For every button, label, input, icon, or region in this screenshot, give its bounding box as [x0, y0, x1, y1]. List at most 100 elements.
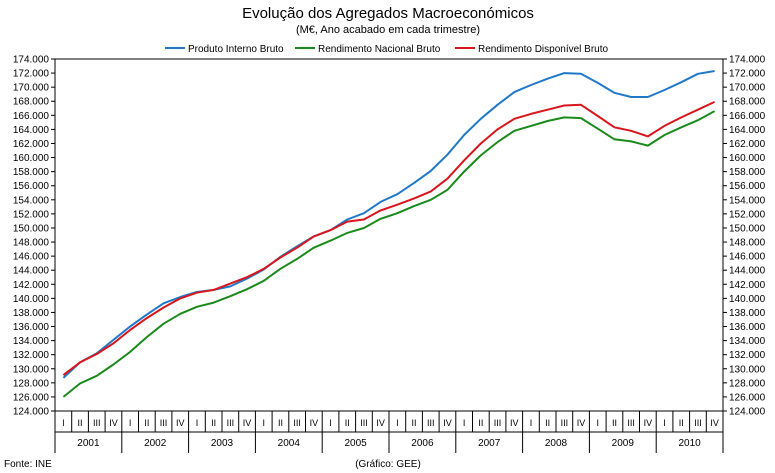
year-label: 2006 [411, 438, 434, 449]
y-tick-label-right: 162.000 [729, 139, 766, 150]
y-tick-label-left: 172.000 [13, 69, 50, 80]
series-lines [62, 70, 716, 398]
quarter-label: III [694, 418, 702, 428]
quarter-label: IV [710, 418, 719, 428]
y-tick-label-right: 136.000 [729, 322, 766, 333]
y-tick-label-left: 142.000 [13, 280, 50, 291]
y-tick-label-right: 134.000 [729, 336, 766, 347]
y-tick-label-left: 156.000 [13, 181, 50, 192]
year-label: 2009 [612, 438, 635, 449]
series-line-rnb [62, 110, 716, 398]
y-tick-label-left: 150.000 [13, 223, 50, 234]
y-tick-label-right: 156.000 [729, 181, 766, 192]
y-axis-left: 124.000 126.000 128.000 130.000 132.000 134.0… [13, 55, 55, 418]
y-tick-label-left: 174.000 [13, 55, 50, 66]
year-label: 2002 [144, 438, 167, 449]
y-tick-label-left: 126.000 [13, 392, 50, 403]
y-tick-label-right: 128.000 [729, 378, 766, 389]
y-tick-label-left: 162.000 [13, 139, 50, 150]
year-label: 2004 [278, 438, 301, 449]
year-label: 2001 [77, 438, 100, 449]
year-label: 2003 [211, 438, 234, 449]
y-tick-label-right: 146.000 [729, 252, 766, 263]
quarter-label: IV [644, 418, 653, 428]
y-tick-label-right: 170.000 [729, 83, 766, 94]
quarter-label: II [478, 418, 483, 428]
quarter-label: III [93, 418, 101, 428]
y-tick-label-right: 142.000 [729, 280, 766, 291]
year-label: 2010 [678, 438, 701, 449]
quarter-label: I [129, 418, 132, 428]
quarter-label: I [396, 418, 399, 428]
year-label: 2005 [344, 438, 367, 449]
quarter-label: III [627, 418, 635, 428]
quarter-label: I [262, 418, 265, 428]
y-tick-label-right: 148.000 [729, 238, 766, 249]
y-tick-label-right: 152.000 [729, 209, 766, 220]
y-tick-label-left: 136.000 [13, 322, 50, 333]
quarter-label: I [196, 418, 199, 428]
quarter-label: IV [176, 418, 185, 428]
source-note: Fonte: INE [4, 459, 52, 470]
y-tick-label-left: 154.000 [13, 195, 50, 206]
legend-label-pib: Produto Interno Bruto [188, 44, 284, 55]
quarter-label: III [227, 418, 235, 428]
y-axis-right: 124.000 126.000 128.000 130.000 132.000 134.0… [723, 55, 766, 418]
y-tick-label-right: 160.000 [729, 153, 766, 164]
quarter-label: IV [310, 418, 319, 428]
quarter-label: III [427, 418, 435, 428]
quarter-label: III [160, 418, 168, 428]
quarter-label: II [345, 418, 350, 428]
y-tick-label-right: 124.000 [729, 407, 766, 418]
quarter-label: III [494, 418, 502, 428]
y-tick-label-right: 172.000 [729, 69, 766, 80]
y-tick-label-left: 170.000 [13, 83, 50, 94]
x-axis: I II III IV I II III IV I II III IV I II III IV I II III IV… [54, 411, 724, 453]
quarter-label: I [329, 418, 332, 428]
quarter-label: IV [376, 418, 385, 428]
quarter-label: II [545, 418, 550, 428]
quarter-label: I [663, 418, 666, 428]
y-tick-label-right: 174.000 [729, 55, 766, 66]
quarter-label: III [561, 418, 569, 428]
y-tick-label-left: 128.000 [13, 378, 50, 389]
quarter-label: II [78, 418, 83, 428]
quarter-label: IV [443, 418, 452, 428]
quarter-label: III [360, 418, 368, 428]
year-label: 2008 [545, 438, 568, 449]
quarter-label: I [596, 418, 599, 428]
legend-label-rdb: Rendimento Disponível Bruto [478, 44, 609, 55]
y-tick-label-right: 166.000 [729, 111, 766, 122]
y-tick-label-left: 160.000 [13, 153, 50, 164]
y-tick-label-right: 164.000 [729, 125, 766, 136]
quarter-label: I [463, 418, 466, 428]
quarter-label: IV [577, 418, 586, 428]
graph-credit: (Gráfico: GEE) [355, 459, 421, 470]
y-tick-label-right: 168.000 [729, 97, 766, 108]
y-tick-label-left: 158.000 [13, 167, 50, 178]
y-tick-label-right: 144.000 [729, 266, 766, 277]
series-line-pib [62, 70, 715, 379]
quarter-label: II [144, 418, 149, 428]
quarter-label: II [679, 418, 684, 428]
quarter-label: II [612, 418, 617, 428]
quarter-label: IV [109, 418, 118, 428]
y-tick-label-right: 150.000 [729, 223, 766, 234]
chart-title: Evolução dos Agregados Macroeconómicos [242, 5, 534, 22]
series-line-rdb [62, 100, 716, 376]
y-tick-label-left: 132.000 [13, 350, 50, 361]
quarter-label: II [211, 418, 216, 428]
y-tick-label-left: 146.000 [13, 252, 50, 263]
y-tick-label-left: 134.000 [13, 336, 50, 347]
y-tick-label-left: 138.000 [13, 308, 50, 319]
chart-subtitle: (M€, Ano acabado em cada trimestre) [296, 24, 480, 36]
plot-area [54, 58, 724, 412]
y-tick-label-right: 138.000 [729, 308, 766, 319]
quarter-label: II [412, 418, 417, 428]
y-tick-label-left: 130.000 [13, 364, 50, 375]
quarter-label: I [530, 418, 533, 428]
year-label: 2007 [478, 438, 501, 449]
y-tick-label-left: 148.000 [13, 238, 50, 249]
y-tick-label-right: 158.000 [729, 167, 766, 178]
